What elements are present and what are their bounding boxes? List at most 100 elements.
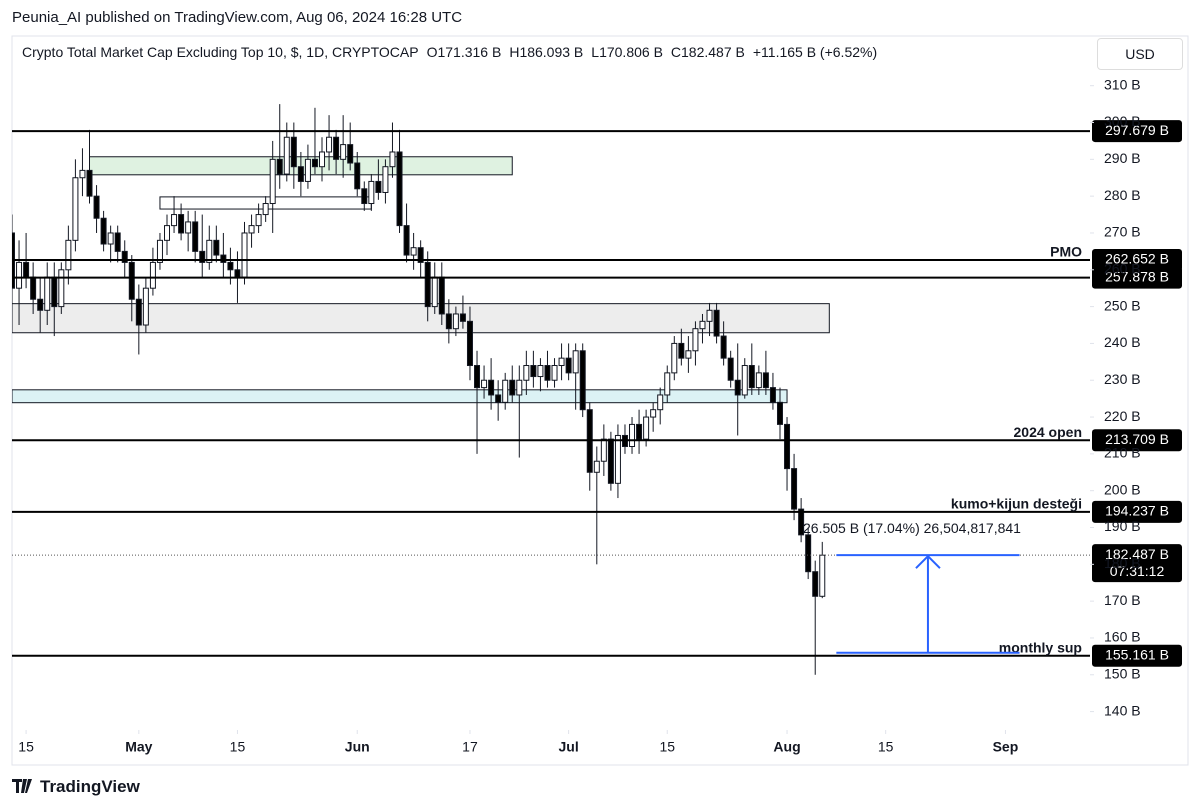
candle-body bbox=[509, 379, 516, 396]
candle-body bbox=[629, 423, 636, 448]
candle-body bbox=[347, 144, 354, 164]
candle-body bbox=[164, 225, 171, 241]
candle-body bbox=[720, 335, 727, 359]
candle-body bbox=[241, 232, 248, 278]
y-tick-label: 220 B bbox=[1104, 408, 1141, 424]
x-tick-label: 15 bbox=[18, 739, 34, 755]
candle-body bbox=[791, 468, 798, 510]
candle-body bbox=[657, 394, 664, 411]
candle-body bbox=[100, 217, 107, 245]
ohlc-label: H186.093 B bbox=[509, 44, 584, 60]
candle-body bbox=[333, 136, 340, 160]
y-tick-label: 250 B bbox=[1104, 297, 1141, 313]
x-tick-label: 15 bbox=[230, 739, 246, 755]
level-box bbox=[1092, 500, 1182, 523]
candle-body bbox=[706, 309, 713, 322]
candle-body bbox=[593, 460, 600, 473]
currency-button[interactable]: USD bbox=[1097, 38, 1183, 70]
candle-body bbox=[37, 298, 44, 311]
ohlc-label: L170.806 B bbox=[591, 44, 663, 60]
candle-body bbox=[741, 365, 748, 396]
candle-body bbox=[748, 365, 755, 389]
candle-body bbox=[819, 554, 826, 597]
candle-body bbox=[488, 379, 495, 396]
candle-body bbox=[185, 221, 192, 234]
candle-body bbox=[798, 508, 805, 536]
candle-body bbox=[600, 438, 607, 462]
candle-body bbox=[699, 320, 706, 330]
y-tick-label: 200 B bbox=[1104, 481, 1141, 497]
candle-body bbox=[452, 313, 459, 330]
candle-body bbox=[607, 438, 614, 484]
candle-body bbox=[65, 239, 72, 271]
candle-body bbox=[445, 313, 452, 330]
candle-body bbox=[107, 232, 114, 245]
candle-body bbox=[51, 276, 58, 308]
candle-body bbox=[248, 225, 255, 234]
candle-body bbox=[128, 261, 135, 300]
y-tick-label: 260 B bbox=[1104, 260, 1141, 276]
candle-body bbox=[537, 365, 544, 378]
level-box bbox=[1092, 266, 1182, 289]
y-tick-label: 170 B bbox=[1104, 592, 1141, 608]
candle-body bbox=[530, 365, 537, 378]
candle-body bbox=[685, 350, 692, 359]
candle-body bbox=[734, 379, 741, 396]
candle-body bbox=[156, 239, 163, 263]
level-label: 155.161 B bbox=[1105, 646, 1169, 662]
publisher: Peunia_AI published on TradingView.com, … bbox=[12, 9, 463, 26]
candle-body bbox=[805, 534, 812, 573]
last-price-box bbox=[1092, 544, 1182, 583]
candle-body bbox=[382, 166, 389, 193]
candle-body bbox=[227, 261, 234, 271]
candle-body bbox=[755, 372, 762, 389]
candle-body bbox=[199, 250, 206, 263]
candle-body bbox=[678, 342, 685, 359]
y-tick-label: 280 B bbox=[1104, 187, 1141, 203]
candle-body bbox=[192, 221, 199, 252]
candle-body bbox=[234, 269, 241, 278]
candle-body bbox=[58, 269, 65, 308]
candle-body bbox=[389, 151, 396, 168]
candle-body bbox=[340, 144, 347, 160]
candle-body bbox=[523, 365, 530, 381]
candle-body bbox=[776, 401, 783, 425]
y-tick-label: 240 B bbox=[1104, 334, 1141, 350]
candle-body bbox=[79, 169, 86, 179]
candle-body bbox=[424, 261, 431, 308]
measure-arrowhead bbox=[915, 554, 941, 569]
x-tick-label: Sep bbox=[993, 739, 1019, 755]
candle-body bbox=[297, 166, 304, 182]
candle-body bbox=[516, 379, 523, 396]
candle-body bbox=[178, 214, 185, 234]
candle-body bbox=[16, 261, 23, 289]
candle-body bbox=[727, 357, 734, 381]
candle-body bbox=[269, 158, 276, 205]
candle-body bbox=[354, 162, 361, 190]
level-box bbox=[1092, 644, 1182, 667]
y-tick-label: 210 B bbox=[1104, 445, 1141, 461]
candle-body bbox=[664, 372, 671, 396]
candle-body bbox=[142, 287, 149, 326]
candle-body bbox=[544, 365, 551, 381]
candle-body bbox=[396, 151, 403, 227]
level-box bbox=[1092, 120, 1182, 143]
candle-body bbox=[762, 372, 769, 389]
candle-body bbox=[558, 357, 565, 367]
candle-body bbox=[495, 394, 502, 403]
level-box bbox=[1092, 429, 1182, 452]
candle-body bbox=[466, 320, 473, 367]
candle-body bbox=[572, 350, 579, 374]
level-label: 257.878 B bbox=[1105, 268, 1169, 284]
candle-body bbox=[311, 158, 318, 168]
candle-body bbox=[149, 261, 156, 289]
level-label: 297.679 B bbox=[1105, 122, 1169, 138]
candle-body bbox=[417, 247, 424, 263]
candle-body bbox=[304, 158, 311, 182]
last-price-label: 182.487 B bbox=[1105, 546, 1169, 562]
candle-body bbox=[30, 276, 37, 300]
candle-body bbox=[650, 409, 657, 418]
level-note: monthly sup bbox=[999, 639, 1082, 655]
